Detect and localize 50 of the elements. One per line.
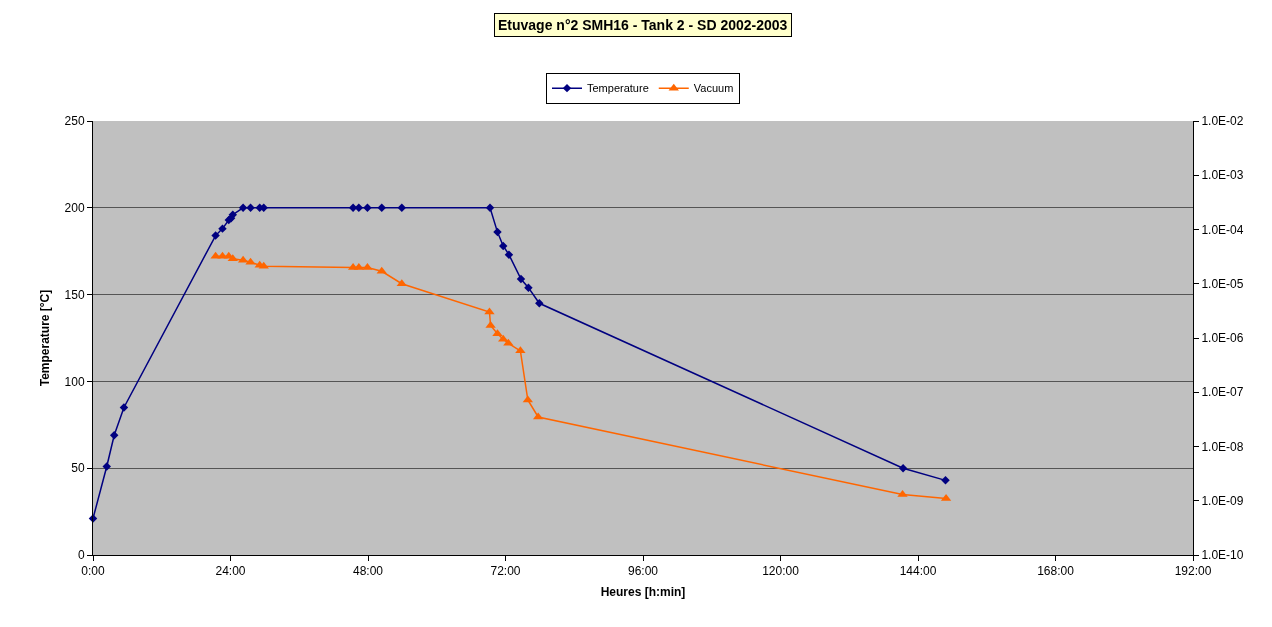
legend-label: Vacuum (693, 82, 734, 95)
y-axis-title: Temperature [°C] (37, 289, 52, 387)
point (258, 261, 269, 269)
y-tick-label: 50 (71, 461, 85, 476)
y2-tick-label: 1.0E-02 (1201, 114, 1244, 129)
point (218, 224, 227, 233)
x-tick-label: 96:00 (627, 564, 659, 579)
legend-label: Temperature (587, 82, 649, 95)
y2-tick-label: 1.0E-05 (1201, 276, 1244, 291)
point (362, 262, 373, 270)
point (498, 241, 508, 251)
point (524, 283, 533, 292)
y2-tick-label: 1.0E-04 (1201, 222, 1244, 237)
point (376, 266, 387, 274)
point (535, 299, 544, 308)
y2-tick-label: 1.0E-09 (1201, 493, 1244, 508)
point (363, 203, 372, 213)
x-tick-label: 144:00 (899, 564, 937, 579)
point (516, 274, 526, 284)
point (238, 203, 248, 213)
x-tick-label: 192:00 (1174, 564, 1212, 579)
x-tick-label: 48:00 (352, 564, 384, 579)
x-tick-label: 120:00 (762, 564, 800, 579)
point (377, 203, 386, 213)
point (515, 346, 526, 354)
point (109, 430, 119, 440)
point (503, 338, 514, 346)
point (941, 476, 950, 485)
y2-tick-label: 1.0E-07 (1201, 385, 1244, 400)
y2-tick-label: 1.0E-08 (1201, 439, 1244, 454)
y2-tick-label: 1.0E-10 (1201, 548, 1244, 563)
x-tick-label: 24:00 (215, 564, 246, 579)
y-tick-label: 0 (77, 548, 85, 563)
point (485, 203, 495, 213)
point (397, 203, 407, 213)
y-tick-label: 100 (64, 374, 85, 389)
y-tick-label: 200 (64, 201, 85, 215)
point (211, 231, 220, 240)
x-tick-label: 168:00 (1037, 564, 1075, 579)
point (102, 462, 111, 471)
y-tick-label: 150 (64, 287, 85, 302)
x-tick-label: 0:00 (81, 564, 105, 579)
chart-title: Etuvage n°2 SMH16 - Tank 2 - SD 2002-2003 (498, 17, 788, 33)
y2-tick-label: 1.0E-06 (1201, 331, 1244, 346)
y2-tick-label: 1.0E-03 (1201, 168, 1244, 183)
x-axis-title: Heures [h:min] (600, 585, 686, 600)
point (898, 463, 908, 473)
point (228, 210, 238, 219)
y-tick-label: 250 (64, 114, 85, 129)
x-tick-label: 72:00 (490, 564, 521, 579)
